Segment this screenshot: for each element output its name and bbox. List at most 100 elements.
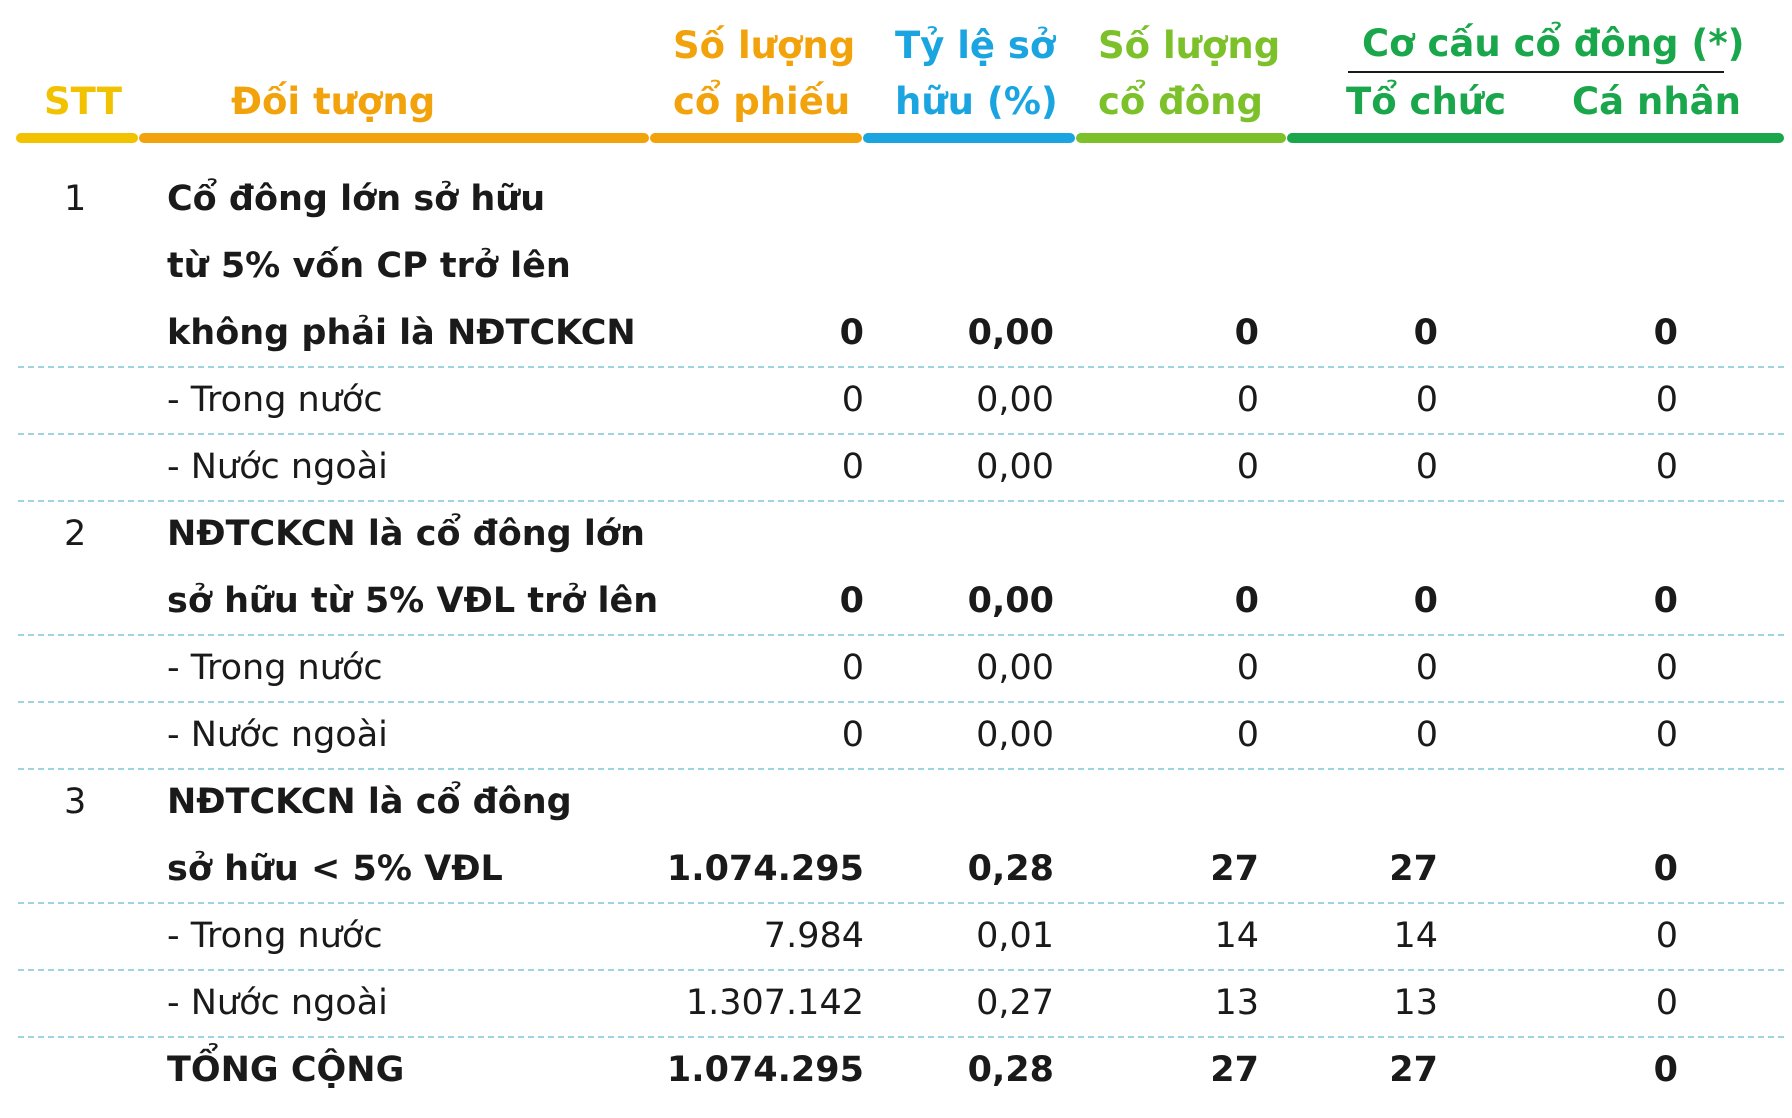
header-stt: STT (44, 80, 122, 123)
cell-ty-le: 0,27 (976, 983, 1054, 1023)
cell-so-luong-cp: 1.074.295 (666, 849, 864, 889)
header-bar-stt (16, 133, 138, 143)
cell-stt: 1 (64, 179, 87, 219)
row-divider (18, 634, 1784, 636)
cell-to-chuc: 0 (1415, 380, 1438, 420)
row-divider (18, 366, 1784, 368)
cell-ty-le: 0,01 (976, 916, 1054, 956)
header-so-luong-cp-line1: Số lượng (673, 24, 856, 67)
cell-doi-tuong: - Trong nước (167, 916, 383, 956)
cell-so-luong-cd: 0 (1234, 581, 1259, 621)
cell-so-luong-cp: 0 (839, 313, 864, 353)
table-row: - Nước ngoài 1.307.142 0,27 13 13 0 (0, 970, 1792, 1037)
cell-ca-nhan: 0 (1653, 313, 1678, 353)
table-row: - Trong nước 0 0,00 0 0 0 (0, 367, 1792, 434)
cell-ty-le: 0,00 (967, 581, 1054, 621)
cell-so-luong-cd: 27 (1210, 849, 1259, 889)
cell-ca-nhan: 0 (1655, 715, 1678, 755)
cell-stt: 3 (64, 782, 87, 822)
header-co-cau-underline (1348, 71, 1724, 73)
table-row: TỔNG CỘNG 1.074.295 0,28 27 27 0 (0, 1037, 1792, 1104)
table-row: sở hữu < 5% VĐL 1.074.295 0,28 27 27 0 (0, 836, 1792, 903)
cell-doi-tuong: TỔNG CỘNG (167, 1050, 405, 1090)
cell-doi-tuong: - Trong nước (167, 380, 383, 420)
cell-to-chuc: 27 (1389, 849, 1438, 889)
cell-so-luong-cp: 0 (841, 447, 864, 487)
cell-doi-tuong: NĐTCKCN là cổ đông lớn (167, 514, 645, 554)
header-to-chuc: Tổ chức (1346, 80, 1507, 123)
cell-doi-tuong: - Nước ngoài (167, 447, 388, 487)
cell-ca-nhan: 0 (1655, 983, 1678, 1023)
table-row: - Trong nước 0 0,00 0 0 0 (0, 635, 1792, 702)
table-row: không phải là NĐTCKCN 0 0,00 0 0 0 (0, 300, 1792, 367)
table-row: từ 5% vốn CP trở lên (0, 233, 1792, 300)
cell-doi-tuong: không phải là NĐTCKCN (167, 313, 636, 353)
header-doi-tuong: Đối tượng (231, 80, 436, 123)
cell-so-luong-cp: 1.307.142 (685, 983, 864, 1023)
cell-doi-tuong: sở hữu < 5% VĐL (167, 849, 503, 889)
cell-so-luong-cp: 0 (841, 648, 864, 688)
cell-doi-tuong: sở hữu từ 5% VĐL trở lên (167, 581, 659, 621)
header-ty-le-line2: hữu (%) (895, 80, 1058, 123)
cell-doi-tuong: Cổ đông lớn sở hữu (167, 179, 546, 219)
cell-ty-le: 0,28 (967, 849, 1054, 889)
header-so-luong-cd-line2: cổ đông (1098, 80, 1263, 123)
cell-so-luong-cp: 0 (839, 581, 864, 621)
row-divider (18, 433, 1784, 435)
cell-ca-nhan: 0 (1653, 581, 1678, 621)
header-bar-co-cau (1287, 133, 1784, 143)
cell-so-luong-cd: 13 (1214, 983, 1259, 1023)
cell-doi-tuong: NĐTCKCN là cổ đông (167, 782, 572, 822)
cell-to-chuc: 14 (1393, 916, 1438, 956)
cell-doi-tuong: - Nước ngoài (167, 983, 388, 1023)
row-divider (18, 768, 1784, 770)
table-row: - Trong nước 7.984 0,01 14 14 0 (0, 903, 1792, 970)
cell-doi-tuong: - Nước ngoài (167, 715, 388, 755)
table-row: 3 NĐTCKCN là cổ đông (0, 769, 1792, 836)
row-divider (18, 500, 1784, 502)
table-row: - Nước ngoài 0 0,00 0 0 0 (0, 702, 1792, 769)
cell-ty-le: 0,00 (976, 447, 1054, 487)
table-row: - Nước ngoài 0 0,00 0 0 0 (0, 434, 1792, 501)
cell-ty-le: 0,28 (967, 1050, 1054, 1090)
cell-so-luong-cd: 0 (1236, 715, 1259, 755)
row-divider (18, 701, 1784, 703)
cell-ty-le: 0,00 (967, 313, 1054, 353)
cell-doi-tuong: từ 5% vốn CP trở lên (167, 246, 571, 286)
header-bar-so-luong-cd (1076, 133, 1286, 143)
cell-so-luong-cp: 0 (841, 715, 864, 755)
cell-ty-le: 0,00 (976, 715, 1054, 755)
cell-so-luong-cd: 0 (1236, 447, 1259, 487)
header-ca-nhan: Cá nhân (1572, 80, 1741, 123)
cell-ca-nhan: 0 (1655, 380, 1678, 420)
cell-to-chuc: 0 (1415, 715, 1438, 755)
row-divider (18, 902, 1784, 904)
cell-to-chuc: 0 (1415, 447, 1438, 487)
header-so-luong-cp-line2: cổ phiếu (673, 80, 851, 123)
header-ty-le-line1: Tỷ lệ sở (895, 24, 1056, 67)
cell-to-chuc: 0 (1413, 581, 1438, 621)
cell-so-luong-cd: 27 (1210, 1050, 1259, 1090)
cell-to-chuc: 13 (1393, 983, 1438, 1023)
header-bar-doi-tuong (139, 133, 649, 143)
cell-ty-le: 0,00 (976, 380, 1054, 420)
cell-ty-le: 0,00 (976, 648, 1054, 688)
cell-so-luong-cp: 7.984 (763, 916, 864, 956)
cell-doi-tuong: - Trong nước (167, 648, 383, 688)
cell-so-luong-cp: 0 (841, 380, 864, 420)
cell-ca-nhan: 0 (1655, 916, 1678, 956)
row-divider (18, 1036, 1784, 1038)
header-bar-so-luong-cp (650, 133, 862, 143)
cell-so-luong-cd: 0 (1234, 313, 1259, 353)
table-row: sở hữu từ 5% VĐL trở lên 0 0,00 0 0 0 (0, 568, 1792, 635)
cell-so-luong-cd: 0 (1236, 380, 1259, 420)
header-co-cau: Cơ cấu cổ đông (*) (1362, 22, 1745, 65)
cell-stt: 2 (64, 514, 87, 554)
table-row: 1 Cổ đông lớn sở hữu (0, 166, 1792, 233)
cell-to-chuc: 27 (1389, 1050, 1438, 1090)
cell-so-luong-cd: 14 (1214, 916, 1259, 956)
cell-to-chuc: 0 (1415, 648, 1438, 688)
cell-so-luong-cd: 0 (1236, 648, 1259, 688)
cell-ca-nhan: 0 (1653, 1050, 1678, 1090)
cell-ca-nhan: 0 (1655, 648, 1678, 688)
